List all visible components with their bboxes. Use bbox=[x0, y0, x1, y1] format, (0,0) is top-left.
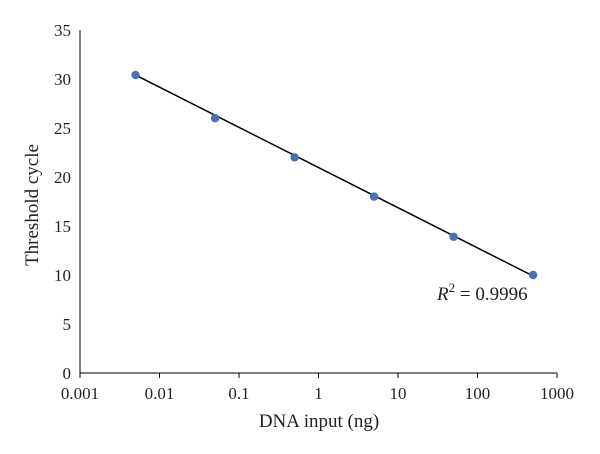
y-tick-labels: 0 5 10 15 20 25 30 35 bbox=[54, 21, 71, 383]
x-axis-title: DNA input (ng) bbox=[259, 411, 379, 432]
x-tick-label: 100 bbox=[465, 384, 491, 403]
y-tick-label: 5 bbox=[63, 315, 72, 334]
r-squared-r: R bbox=[436, 284, 449, 305]
data-point bbox=[449, 232, 458, 241]
data-point bbox=[210, 114, 220, 123]
data-point bbox=[290, 153, 299, 162]
r-squared-value: = 0.9996 bbox=[455, 284, 527, 305]
x-tick-label: 1 bbox=[314, 384, 323, 403]
y-tick-label: 35 bbox=[54, 21, 71, 40]
y-tick-label: 15 bbox=[54, 217, 71, 236]
data-point bbox=[131, 70, 140, 80]
y-tick-label: 10 bbox=[54, 266, 71, 285]
data-points bbox=[131, 70, 538, 280]
trend-line bbox=[135, 74, 534, 277]
r-squared-exponent: 2 bbox=[449, 280, 456, 295]
x-tick-label: 0.01 bbox=[145, 384, 175, 403]
x-tick-label: 1000 bbox=[540, 384, 574, 403]
y-tick-label: 30 bbox=[54, 70, 71, 89]
y-tick-label: 25 bbox=[54, 119, 71, 138]
y-tick-label: 0 bbox=[63, 364, 72, 383]
y-tick-label: 20 bbox=[54, 168, 71, 187]
data-point bbox=[528, 270, 538, 280]
x-tick-label: 0.1 bbox=[228, 384, 249, 403]
x-tick-marks bbox=[79, 373, 558, 378]
y-axis-title: Threshold cycle bbox=[22, 144, 43, 266]
x-tick-label: 10 bbox=[390, 384, 407, 403]
x-tick-labels: 0.001 0.01 0.1 1 10 100 1000 bbox=[61, 384, 574, 403]
data-point bbox=[369, 192, 379, 201]
x-tick-label: 0.001 bbox=[61, 384, 99, 403]
r-squared-annotation: R2 = 0.9996 bbox=[436, 280, 528, 305]
